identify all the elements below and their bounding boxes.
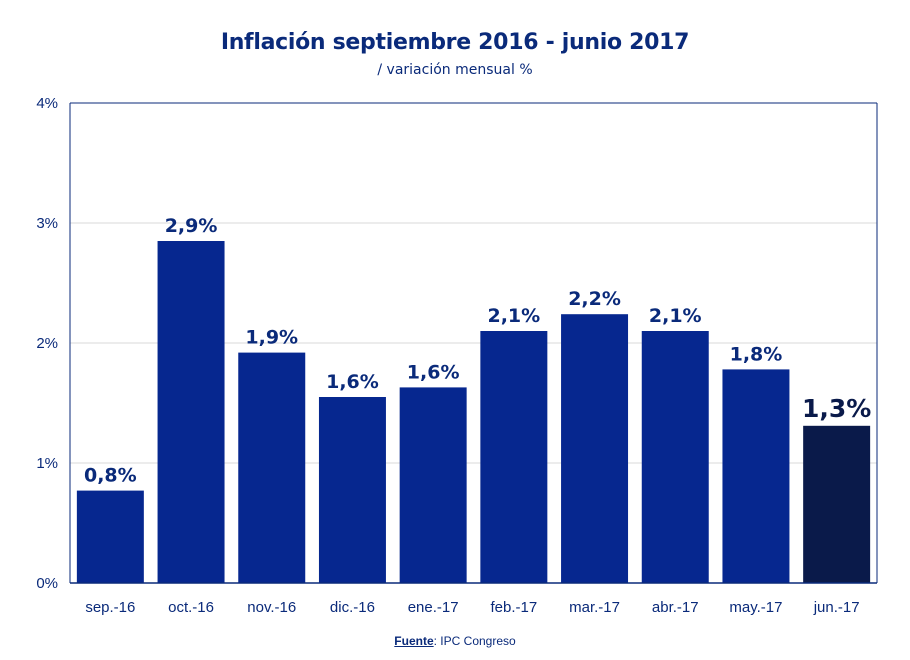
- y-tick-label: 4%: [36, 95, 58, 112]
- source-text: : IPC Congreso: [433, 634, 516, 648]
- y-tick-label: 0%: [36, 575, 58, 592]
- bar: [76, 490, 144, 583]
- bar: [157, 241, 225, 583]
- data-labels: 0,8% 2,9% 1,9% 1,6% 1,6% 2,1% 2,2% 2,1% 1,8% 1,3%: [84, 215, 871, 487]
- source-note: Fuente: IPC Congreso: [0, 634, 910, 648]
- data-label: 2,9%: [165, 215, 218, 237]
- axes: 0% 1% 2% 3% 4% sep.-16 oct.-16 nov.-16 dic.-16 en…: [36, 95, 878, 616]
- y-tick-label: 1%: [36, 455, 58, 472]
- x-tick-label: ene.-17: [408, 599, 459, 616]
- x-tick-label: sep.-16: [85, 599, 135, 616]
- bar: [722, 369, 790, 583]
- data-label: 2,2%: [568, 288, 621, 310]
- x-tick-label: jun.-17: [813, 599, 860, 616]
- bar: [641, 331, 709, 583]
- bars: [76, 241, 871, 583]
- data-label: 1,3%: [802, 394, 871, 423]
- x-tick-label: nov.-16: [247, 599, 296, 616]
- x-tick-label: mar.-17: [569, 599, 620, 616]
- bar: [480, 331, 548, 583]
- bar: [399, 387, 467, 583]
- data-label: 2,1%: [649, 305, 702, 327]
- x-tick-label: abr.-17: [652, 599, 699, 616]
- chart-subtitle: / variación mensual %: [377, 62, 533, 78]
- bar: [561, 314, 629, 583]
- data-label: 2,1%: [487, 305, 540, 327]
- x-tick-label: oct.-16: [168, 599, 214, 616]
- x-tick-label: feb.-17: [490, 599, 537, 616]
- source-label: Fuente: [394, 634, 434, 648]
- data-label: 1,8%: [730, 343, 783, 365]
- bar: [803, 425, 871, 583]
- data-label: 1,6%: [407, 361, 460, 383]
- x-tick-label: may.-17: [729, 599, 782, 616]
- bar: [318, 397, 386, 583]
- y-tick-label: 3%: [36, 215, 58, 232]
- data-label: 1,9%: [245, 327, 298, 349]
- x-tick-label: dic.-16: [330, 599, 375, 616]
- y-tick-label: 2%: [36, 335, 58, 352]
- bar: [238, 352, 306, 583]
- chart-title: Inflación septiembre 2016 - junio 2017: [220, 30, 690, 55]
- data-label: 0,8%: [84, 465, 137, 487]
- data-label: 1,6%: [326, 371, 379, 393]
